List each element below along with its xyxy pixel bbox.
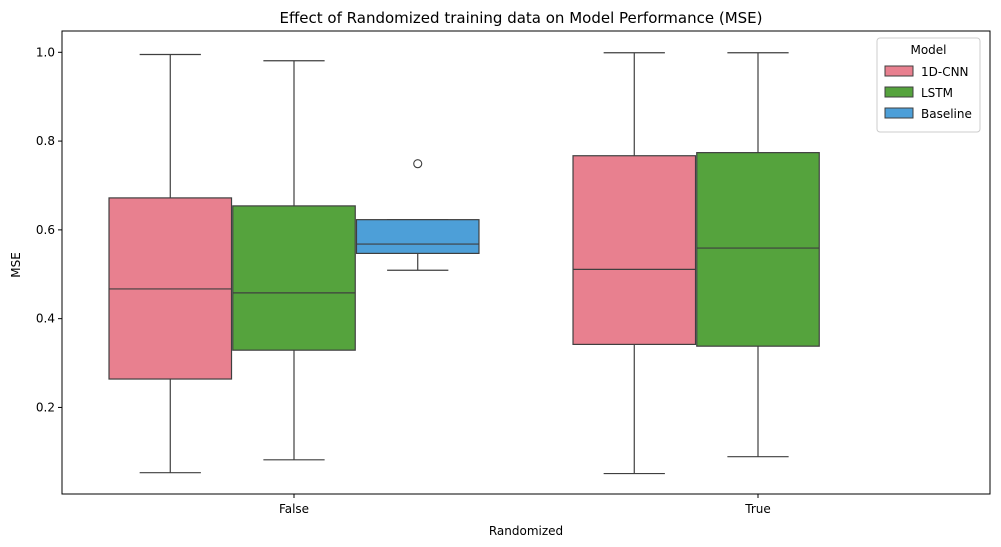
y-tick-label: 0.8 [36, 134, 55, 148]
legend-entry-label: 1D-CNN [921, 65, 969, 79]
plot-layer: 0.2 0.4 0.6 0.8 1.0 False True [36, 30, 991, 516]
y-tick-label: 0.6 [36, 223, 55, 237]
legend: Model 1D-CNN LSTM Baseline [876, 37, 981, 133]
plot-frame [61, 30, 991, 495]
box-baseline-false [355, 159, 480, 271]
box-body [355, 219, 480, 254]
x-tick-label: True [744, 502, 771, 516]
legend-entry-label: Baseline [921, 107, 972, 121]
outlier-point [413, 159, 423, 169]
box-lstm-true [696, 52, 820, 458]
box-1d-cnn-false [108, 53, 233, 474]
y-tick-label: 1.0 [36, 45, 55, 59]
legend-swatch [884, 65, 914, 77]
box-body [696, 152, 820, 347]
y-tick-label: 0.4 [36, 312, 55, 326]
box-body [572, 155, 697, 346]
box-1d-cnn-true [572, 52, 697, 475]
y-axis-label: MSE [9, 252, 23, 278]
legend-swatch [884, 86, 914, 98]
legend-title: Model [910, 43, 946, 57]
y-tick-label: 0.2 [36, 400, 55, 414]
box-body [232, 205, 356, 351]
chart-title: Effect of Randomized training data on Mo… [280, 9, 763, 27]
legend-entry-label: LSTM [921, 86, 953, 100]
legend-swatch [884, 107, 914, 119]
x-axis-label: Randomized [489, 524, 563, 538]
x-tick-label: False [279, 502, 309, 516]
box-lstm-false [232, 60, 356, 461]
